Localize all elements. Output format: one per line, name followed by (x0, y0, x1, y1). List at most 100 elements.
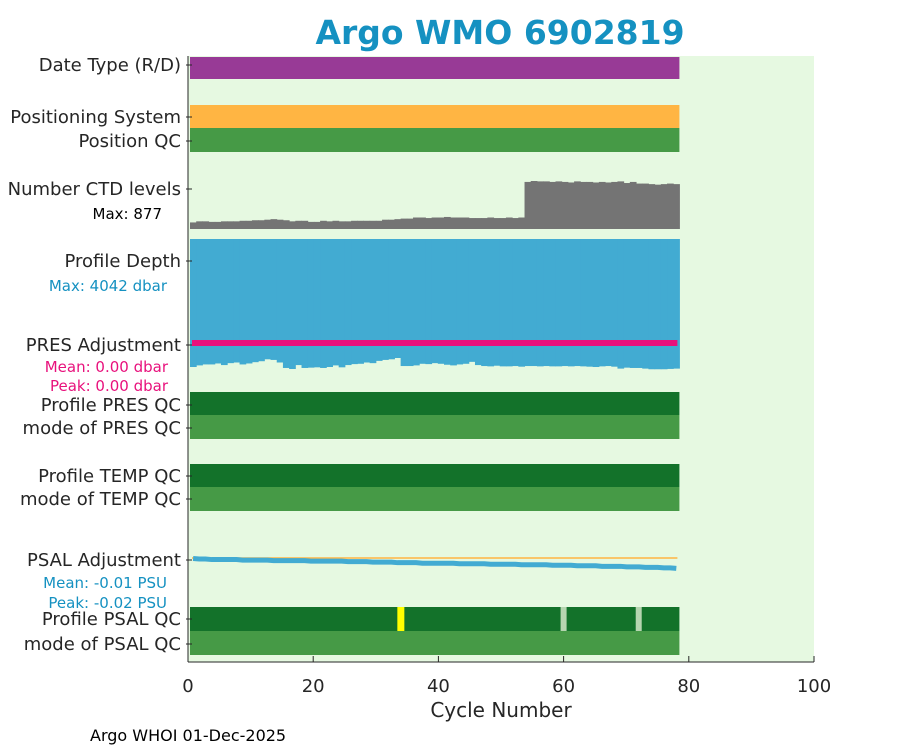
profile-depth-bar (462, 239, 470, 364)
profile-depth-bar (598, 239, 606, 367)
ctd-level-bar (673, 184, 680, 229)
profile-depth-bar (351, 239, 358, 365)
ctd-level-bar (301, 220, 309, 229)
ctd-level-bar (344, 221, 352, 229)
ctd-level-bar (543, 181, 550, 229)
ctd-level-bar (307, 221, 315, 229)
ctd-level-bar (276, 219, 284, 229)
ctd-level-bar (394, 219, 402, 229)
ctd-level-bar (617, 181, 625, 229)
footer-credit: Argo WHOI 01-Dec-2025 (90, 726, 286, 745)
ctd-level-bar (580, 181, 587, 229)
profile-depth-bar (338, 239, 346, 368)
ctd-level-bar (437, 217, 445, 229)
ctd-level-bar (425, 218, 433, 229)
ctd-level-bar (245, 220, 253, 229)
ctd-level-bar (586, 181, 594, 229)
ctd-level-bar (512, 218, 519, 229)
profile-depth-bar (648, 239, 656, 370)
ctd-level-bar (648, 184, 656, 229)
profile-depth-bar (642, 239, 649, 369)
profile-depth-bar (313, 239, 321, 368)
profile-temp-qc-bar (190, 464, 680, 487)
profile-depth-bar (443, 239, 451, 365)
label-mode-pres-qc: mode of PRES QC (23, 418, 181, 439)
profile-depth-bar (270, 239, 278, 360)
ctd-level-bar (462, 217, 470, 229)
profile-depth-bar (450, 239, 457, 366)
profile-depth-bar (196, 239, 203, 366)
x-tick-label: 0 (182, 676, 193, 697)
ctd-level-bar (351, 220, 358, 229)
label-date-type: Date Type (R/D) (39, 55, 181, 76)
ctd-level-bar (202, 221, 210, 229)
date-type-bar (190, 57, 680, 79)
profile-depth-bar (282, 239, 290, 368)
label-profile-pres-qc: Profile PRES QC (41, 395, 181, 416)
profile-depth-bar (190, 239, 197, 368)
profile-depth-bar (586, 239, 594, 367)
ctd-level-bar (214, 221, 222, 229)
pres-peak-annotation: Peak: 0.00 dbar (50, 377, 169, 395)
profile-depth-bar (382, 239, 389, 360)
ctd-level-bar (450, 217, 457, 229)
label-mode-temp-qc: mode of TEMP QC (20, 489, 181, 510)
profile-depth-bar (592, 239, 600, 368)
profile-depth-bar (524, 239, 532, 367)
mode-psal-qc-bar (190, 631, 680, 655)
ctd-level-bar (629, 181, 637, 229)
profile-depth-bar (580, 239, 587, 367)
ctd-level-bar (611, 181, 618, 229)
profile-depth-bar (394, 239, 402, 359)
ctd-level-bar (561, 181, 569, 229)
profile-depth-bar (326, 239, 333, 368)
ctd-level-bar (233, 221, 241, 229)
label-profile-temp-qc: Profile TEMP QC (38, 466, 181, 487)
ctd-level-bar (289, 221, 296, 229)
ctd-level-bar (332, 220, 340, 229)
ctd-level-bar (382, 219, 389, 229)
profile-depth-bar (567, 239, 575, 367)
ctd-level-bar (505, 217, 513, 229)
x-axis-label: Cycle Number (430, 698, 572, 722)
depth-max-annotation: Max: 4042 dbar (49, 277, 168, 295)
ctd-level-bar (481, 218, 488, 229)
ctd-level-bar (196, 221, 203, 229)
ctd-level-bar (400, 218, 408, 229)
psal-qc-flag (560, 607, 567, 631)
profile-depth-bar (555, 239, 563, 367)
ctd-level-bar (660, 184, 668, 229)
profile-depth-bar (276, 239, 284, 363)
ctd-max-annotation: Max: 877 (93, 205, 162, 223)
profile-depth-bar (301, 239, 309, 368)
profile-depth-bar (344, 239, 352, 366)
positioning-system-bar (190, 105, 680, 128)
ctd-level-bar (357, 220, 364, 229)
profile-depth-bar (673, 239, 680, 369)
profile-depth-bar (660, 239, 668, 370)
label-pres-adjustment: PRES Adjustment (26, 335, 181, 356)
profile-depth-bar (295, 239, 303, 366)
profile-depth-bar (425, 239, 433, 365)
ctd-level-bar (549, 181, 557, 229)
profile-depth-bar (363, 239, 371, 363)
profile-depth-bar (406, 239, 414, 367)
ctd-level-bar (642, 183, 649, 229)
psal-adjustment-line (192, 556, 677, 571)
ctd-level-bar (239, 220, 247, 229)
x-tick-label: 20 (302, 676, 325, 697)
ctd-level-bar (493, 218, 501, 229)
profile-depth-bar (611, 239, 618, 367)
profile-depth-bar (574, 239, 581, 367)
profile-depth-bar (307, 239, 315, 368)
profile-depth-bar (456, 239, 464, 365)
profile-depth-bar (667, 239, 674, 369)
profile-depth-bar (245, 239, 253, 364)
profile-depth-bar (208, 239, 216, 365)
profile-depth-bar (227, 239, 234, 364)
ctd-level-bar (388, 219, 395, 229)
x-tick-label: 100 (797, 676, 831, 697)
ctd-level-bar (264, 219, 272, 229)
profile-depth-bar (357, 239, 364, 364)
